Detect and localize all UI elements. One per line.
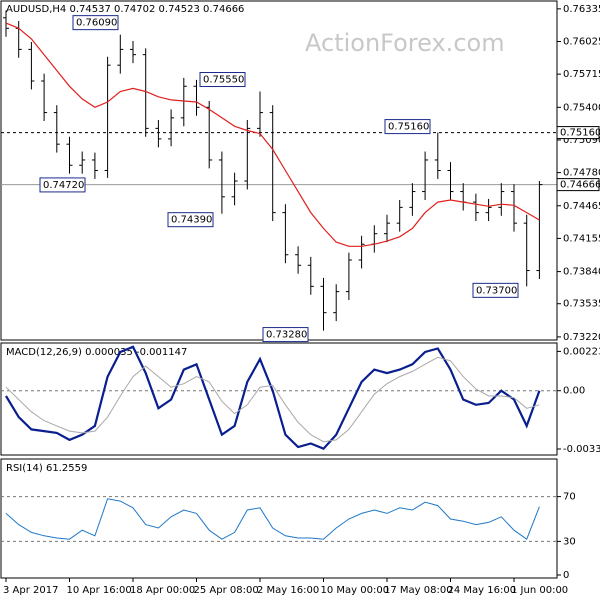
indicator-line [5,356,540,443]
y-tick-label: 0.74465 [563,201,600,212]
last-price-tag [556,178,600,192]
x-tick-label: 24 May 16:00 [448,585,517,596]
annotation-label: 0.74720 [43,180,84,191]
annotation-label: 0.74390 [171,215,212,226]
rsi-title: RSI(14) 61.2559 [6,463,87,474]
price-tag [556,126,600,140]
annotation-label: 0.75550 [203,75,244,86]
indicator-line [5,498,540,540]
x-tick-label: 18 Apr 00:00 [130,585,195,596]
price-tag-label: 0.75160 [560,128,600,139]
x-tick-label: 10 May 00:00 [321,585,390,596]
annotation-box [199,72,246,88]
macd-title: MACD(12,26,9) 0.000035 -0.001147 [6,347,187,358]
y-tick-label: 0.76335 [563,4,600,15]
annotation-label: 0.73280 [266,330,307,341]
x-tick-label: 25 Apr 08:00 [194,585,259,596]
y-tick-label: 0.00 [563,386,585,397]
annotation-box [472,282,519,298]
annotation-box [39,177,86,193]
annotation-label: 0.73700 [476,285,517,296]
y-tick-label: 70 [563,492,576,503]
y-tick-label: 0.75715 [563,69,600,80]
annotation-label: 0.76090 [76,18,117,29]
macd-panel [0,342,558,456]
x-tick-label: 2 May 16:00 [257,585,319,596]
y-tick-label: 0.76025 [563,36,600,47]
x-tick-label: 17 May 08:00 [384,585,453,596]
y-tick-label: 0.002236 [563,346,600,357]
watermark: ActionForex.com [305,29,505,57]
x-tick-label: 10 Apr 16:00 [67,585,132,596]
y-tick-label: 0 [563,570,569,581]
x-tick-label: 1 Jun 00:00 [511,585,568,596]
moving-average [5,22,540,247]
annotation-box [167,212,214,228]
y-tick-label: 0.74155 [563,233,600,244]
annotation-box [262,327,309,343]
annotation-box [384,119,431,135]
annotation-box [72,15,119,31]
y-tick-label: -0.003316 [563,444,600,455]
y-tick-label: 30 [563,536,576,547]
rsi-panel [0,458,558,579]
y-tick-label: 0.73535 [563,299,600,310]
indicator-line [5,345,541,451]
last-price-label: 0.74666 [560,180,600,191]
chart-title: AUDUSD,H4 0.74537 0.74702 0.74523 0.7466… [6,4,244,15]
annotation-label: 0.75160 [388,122,429,133]
x-tick-label: 3 Apr 2017 [3,585,58,596]
